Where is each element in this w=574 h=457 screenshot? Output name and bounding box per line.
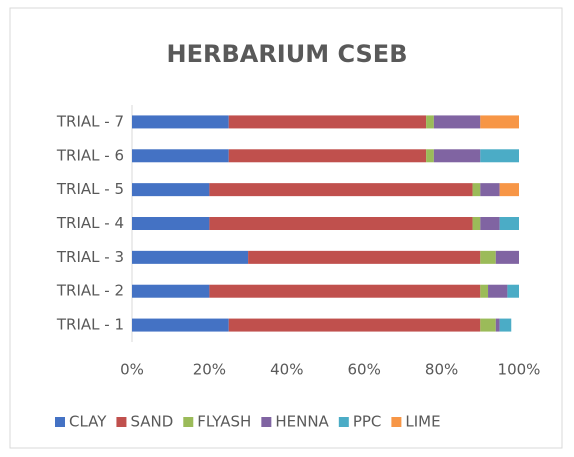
legend-label: CLAY [69, 413, 107, 431]
bar-segment [248, 250, 481, 264]
bar-segment [472, 183, 481, 197]
y-tick-label: TRIAL - 5 [56, 180, 124, 198]
legend-swatch [261, 417, 272, 427]
y-tick-label: TRIAL - 7 [56, 112, 124, 130]
x-tick-label: 0% [120, 361, 144, 379]
bar-segment [228, 318, 481, 332]
bar-segment [480, 318, 496, 332]
bar-segment [209, 183, 473, 197]
legend-swatch [116, 417, 127, 427]
bar-segment [132, 250, 249, 264]
bar-segment [228, 149, 427, 163]
bar-segment [132, 217, 210, 230]
x-tick-label: 40% [270, 361, 303, 379]
bar-segment [480, 250, 496, 264]
y-tick-label: TRIAL - 1 [56, 316, 124, 334]
bar-segment [480, 149, 519, 163]
bar-segment [426, 115, 434, 129]
legend-swatch [391, 417, 402, 427]
bar-segment [132, 318, 229, 332]
chart-title: HERBARIUM CSEB [167, 40, 408, 68]
legend-label: FLYASH [197, 413, 251, 431]
bar-segment [480, 183, 500, 197]
bar-segment [209, 217, 473, 230]
bar-segment [209, 284, 481, 298]
y-tick-label: TRIAL - 3 [56, 248, 124, 266]
y-tick-label: TRIAL - 6 [56, 146, 124, 164]
legend-swatch [183, 417, 194, 427]
legend-swatch [338, 417, 349, 427]
bar-segment [495, 250, 519, 264]
x-tick-label: 100% [498, 361, 541, 379]
bar-segment [480, 115, 519, 129]
y-tick-label: TRIAL - 4 [56, 214, 124, 232]
bar-segment [132, 115, 229, 129]
bar-segment [488, 284, 508, 298]
bar-segment [499, 183, 519, 197]
bar-segment [433, 115, 481, 129]
bar-segment [132, 149, 229, 163]
legend-label: PPC [353, 413, 382, 431]
bar-segment [495, 318, 500, 332]
bar-segment [480, 217, 500, 230]
bar-segment [472, 217, 481, 230]
x-tick-label: 80% [425, 361, 458, 379]
bar-segment [499, 318, 512, 332]
legend-label: HENNA [275, 413, 329, 431]
bar-segment [480, 284, 489, 298]
legend-swatch [55, 417, 65, 427]
bar-segment [132, 284, 210, 298]
legend-label: SAND [130, 413, 173, 431]
x-tick-label: 60% [348, 361, 381, 379]
bar-segment [499, 217, 519, 230]
bar-segment [228, 115, 427, 129]
legend-label: LIME [405, 413, 440, 431]
y-tick-label: TRIAL - 2 [56, 282, 124, 300]
bar-segment [433, 149, 481, 163]
bar-segment [426, 149, 434, 163]
x-tick-label: 20% [193, 361, 226, 379]
bar-segment [132, 183, 210, 197]
bar-segment [507, 284, 519, 298]
